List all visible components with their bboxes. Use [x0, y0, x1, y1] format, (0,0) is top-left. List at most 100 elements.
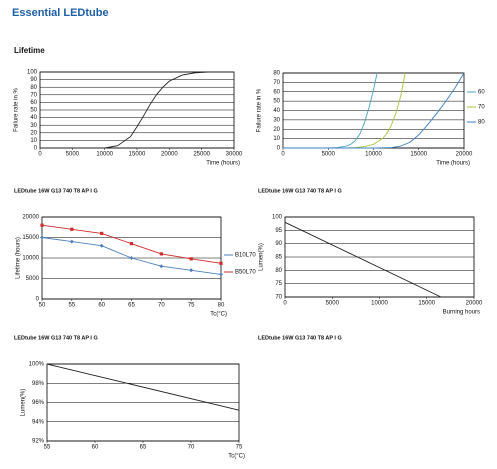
y-axis-label: Lumen(%) — [259, 243, 265, 271]
y-tick-label: 80 — [30, 85, 37, 91]
y-tick-label: 30 — [30, 123, 37, 129]
x-tick-label: 15000 — [129, 152, 146, 158]
y-tick-label: 85 — [275, 255, 282, 261]
plot-frame — [39, 71, 235, 149]
x-tick-label: 80 — [218, 303, 225, 309]
y-tick-label: 90 — [275, 241, 282, 247]
x-tick-label: 20000 — [466, 301, 483, 307]
y-axis-label: Lumen(%) — [21, 389, 27, 417]
x-axis-label: Time (hours) — [206, 161, 240, 167]
plot-frame — [46, 363, 240, 442]
x-tick-label: 0 — [281, 152, 285, 158]
y-tick-label: 15000 — [22, 235, 39, 241]
legend-label: 70 — [478, 105, 485, 111]
legend-label: B10L70 — [235, 253, 256, 259]
subheading: LEDtube 16W G13 740 T8 AP I G — [258, 335, 342, 341]
x-tick-label: 75 — [188, 303, 195, 309]
marker — [129, 242, 134, 246]
y-tick-label: 95 — [275, 228, 282, 234]
y-tick-label: 92% — [32, 439, 45, 445]
page-title: Essential LEDtube — [12, 7, 109, 19]
y-tick-label: 60 — [273, 89, 280, 95]
y-axis-label: Failure rate in % — [14, 87, 20, 131]
data-line — [40, 71, 234, 149]
marker — [70, 227, 74, 231]
y-tick-label: 94% — [32, 419, 45, 425]
y-tick-label: 96% — [32, 400, 45, 406]
y-tick-label: 70 — [275, 295, 282, 301]
section-title: Lifetime — [14, 46, 45, 55]
marker — [100, 231, 104, 235]
marker — [40, 235, 44, 240]
chart-title: LEDtube 16W G13 740 T8 AP I G — [14, 188, 98, 194]
marker — [129, 256, 134, 260]
x-tick-label: 50 — [39, 303, 46, 309]
x-tick-label: 70 — [188, 445, 195, 451]
x-tick-label: 10000 — [96, 152, 113, 158]
x-tick-label: 60 — [98, 303, 105, 309]
y-tick-label: 60 — [30, 100, 37, 106]
x-tick-label: 5000 — [322, 152, 336, 158]
chart-title: LEDtube 16W G13 740 T8 AP I G — [14, 335, 98, 341]
marker — [40, 223, 44, 227]
x-tick-label: 55 — [68, 303, 75, 309]
y-tick-label: 100 — [272, 215, 283, 221]
x-axis-label: Time (hours) — [436, 161, 470, 167]
y-tick-label: 0 — [277, 146, 281, 152]
data-line — [284, 221, 442, 298]
x-tick-label: 10000 — [365, 152, 382, 158]
y-tick-label: 70 — [30, 92, 37, 98]
data-line — [283, 72, 465, 149]
x-tick-label: 75 — [236, 445, 243, 451]
y-tick-label: 0 — [36, 297, 40, 303]
marker — [219, 261, 223, 265]
y-tick-label: 20000 — [22, 215, 39, 221]
x-tick-label: 30000 — [226, 152, 243, 158]
x-tick-label: 25000 — [193, 152, 210, 158]
marker — [69, 239, 74, 244]
y-tick-label: 80 — [273, 71, 280, 77]
y-tick-label: 40 — [273, 108, 280, 114]
marker — [99, 243, 104, 248]
x-tick-label: 15000 — [410, 152, 427, 158]
x-tick-label: 20000 — [161, 152, 178, 158]
y-tick-label: 100 — [27, 70, 38, 76]
x-tick-label: 65 — [140, 445, 147, 451]
x-tick-label: 0 — [38, 152, 42, 158]
x-tick-label: 15000 — [418, 301, 435, 307]
marker — [189, 268, 194, 273]
y-tick-label: 5000 — [26, 276, 40, 282]
x-tick-label: 65 — [128, 303, 135, 309]
y-tick-label: 50 — [273, 99, 280, 105]
y-axis-label: Lifetime (hours) — [16, 237, 22, 279]
legend-label: 60 — [478, 90, 485, 96]
y-tick-label: 40 — [30, 115, 37, 121]
y-tick-label: 10 — [273, 136, 280, 142]
plot-frame — [284, 216, 475, 298]
y-tick-label: 98% — [32, 381, 45, 387]
marker — [219, 272, 223, 277]
y-tick-label: 70 — [273, 80, 280, 86]
x-tick-label: 0 — [283, 301, 287, 307]
plot-frame — [41, 216, 222, 300]
x-tick-label: 70 — [158, 303, 165, 309]
x-tick-label: 55 — [44, 445, 51, 451]
y-axis-label: Failure rate in % — [257, 88, 263, 132]
x-axis-label: Tc(°C) — [228, 454, 245, 460]
legend-label: 80 — [478, 120, 485, 126]
y-tick-label: 100% — [29, 362, 45, 368]
y-tick-label: 50 — [30, 108, 37, 114]
y-tick-label: 90 — [30, 77, 37, 83]
y-tick-label: 75 — [275, 281, 282, 287]
y-tick-label: 0 — [34, 146, 38, 152]
chart-title: LEDtube 16W G13 740 T8 AP I G — [258, 188, 342, 194]
x-tick-label: 5000 — [66, 152, 80, 158]
y-tick-label: 20 — [273, 127, 280, 133]
y-tick-label: 20 — [30, 130, 37, 136]
x-tick-label: 5000 — [326, 301, 340, 307]
x-tick-label: 10000 — [371, 301, 388, 307]
x-axis-label: Tc(°C) — [210, 312, 227, 318]
legend-label: B50L70 — [235, 270, 256, 276]
x-axis-label: Burning hours — [443, 310, 480, 316]
